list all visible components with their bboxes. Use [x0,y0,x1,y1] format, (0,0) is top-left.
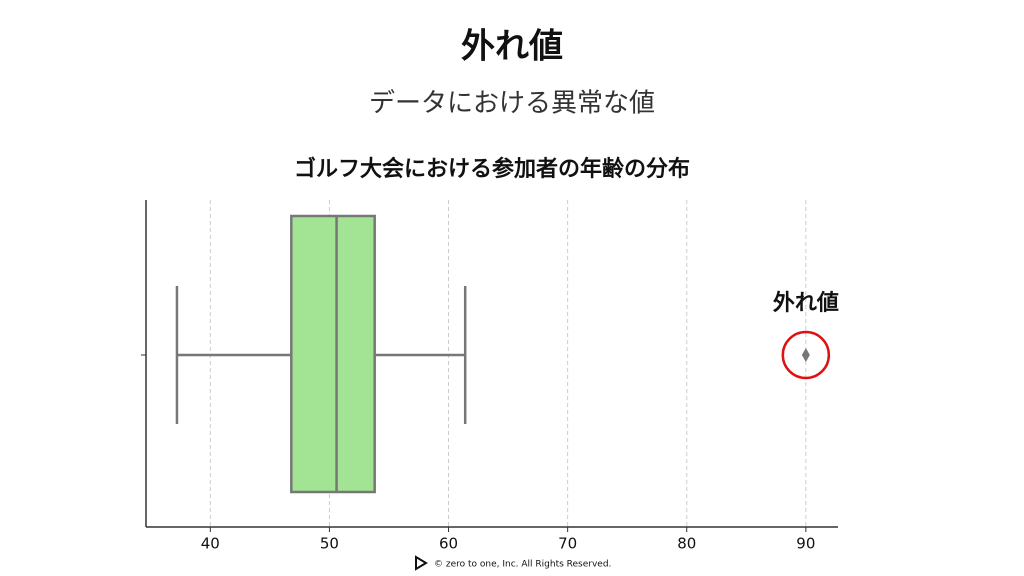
x-tick-label: 70 [558,535,577,553]
x-tick-label: 40 [201,535,220,553]
annotation-circle [781,330,831,380]
logo [415,555,428,571]
slide-subtitle: データにおける異常な値 [369,89,655,119]
slide-title: 外れ値 [461,27,563,67]
x-tick-label: 80 [677,535,696,553]
annotation: 外れ値 [773,290,839,316]
x-tick-label: 50 [320,535,339,553]
x-tick-label: 60 [439,535,458,553]
chart-title: ゴルフ大会における参加者の年齢の分布 [294,156,690,182]
box [290,214,376,494]
footer: © zero to one, Inc. All Rights Reserved. [434,560,611,570]
x-tick-label: 90 [796,535,815,553]
flier [801,348,810,362]
